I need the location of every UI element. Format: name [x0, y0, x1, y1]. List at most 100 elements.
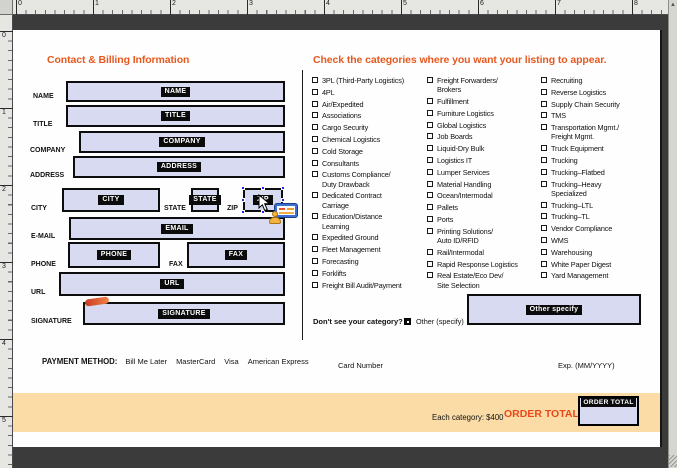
- ruler-left: 0 1 2 3 4 5: [0, 15, 13, 468]
- checkbox-icon[interactable]: [427, 180, 433, 187]
- checkbox-icon[interactable]: [541, 168, 547, 175]
- selection-handle[interactable]: [281, 186, 285, 190]
- other-checkbox[interactable]: [404, 318, 411, 325]
- category-label: Material Handling: [437, 179, 492, 189]
- name-field[interactable]: NAME: [66, 81, 285, 102]
- checkbox-icon[interactable]: [312, 234, 318, 241]
- checkbox-icon[interactable]: [427, 109, 433, 116]
- category-label: Consultants: [322, 158, 359, 168]
- category-item: 4PL: [312, 88, 404, 97]
- category-item: Transportation Mgmt./Freight Mgmt.: [541, 123, 620, 141]
- mouse-cursor-icon: [258, 194, 271, 212]
- checkbox-icon[interactable]: [541, 236, 547, 243]
- checkbox-icon[interactable]: [427, 204, 433, 211]
- checkbox-icon[interactable]: [427, 168, 433, 175]
- category-label: Lumper Services: [437, 167, 490, 177]
- checkbox-icon[interactable]: [312, 88, 318, 95]
- checkbox-icon[interactable]: [427, 121, 433, 128]
- checkbox-icon[interactable]: [312, 192, 318, 199]
- fax-field[interactable]: FAX: [187, 242, 285, 268]
- email-field[interactable]: EMAIL: [69, 217, 285, 240]
- phone-field[interactable]: PHONE: [68, 242, 160, 268]
- checkbox-icon[interactable]: [312, 246, 318, 253]
- checkbox-icon[interactable]: [312, 124, 318, 131]
- city-label: CITY: [31, 205, 47, 212]
- checkbox-icon[interactable]: [312, 100, 318, 107]
- checkbox-icon[interactable]: [312, 257, 318, 264]
- checkbox-icon[interactable]: [312, 171, 318, 178]
- checkbox-icon[interactable]: [541, 248, 547, 255]
- selection-handle[interactable]: [241, 186, 245, 190]
- category-label: Vendor Compliance: [551, 224, 613, 234]
- order-total-field[interactable]: ORDER TOTAL: [578, 396, 639, 426]
- checkbox-icon[interactable]: [312, 159, 318, 166]
- selection-handle[interactable]: [261, 186, 265, 190]
- checkbox-icon[interactable]: [427, 98, 433, 104]
- category-label: Forecasting: [322, 256, 359, 266]
- category-item: Rail/Intermodal: [427, 248, 518, 257]
- selection-handle[interactable]: [241, 198, 245, 202]
- scroll-up-icon[interactable]: ▲: [670, 2, 676, 8]
- selection-handle[interactable]: [261, 210, 265, 214]
- checkbox-icon[interactable]: [312, 135, 318, 142]
- checkbox-icon[interactable]: [541, 124, 547, 131]
- checkbox-icon[interactable]: [541, 201, 547, 208]
- state-field[interactable]: STATE: [189, 188, 221, 212]
- checkbox-icon[interactable]: [541, 180, 547, 187]
- category-label: Chemical Logistics: [322, 134, 381, 144]
- checkbox-icon[interactable]: [427, 77, 433, 83]
- checkbox-icon[interactable]: [312, 147, 318, 154]
- category-label: Transportation Mgmt./Freight Mgmt.: [551, 123, 619, 142]
- vertical-scrollbar[interactable]: ▲: [668, 0, 677, 468]
- category-item: Truck Equipment: [541, 144, 620, 153]
- other-specify-label: Other (specify): [416, 317, 464, 326]
- category-item: Global Logistics: [427, 121, 518, 130]
- checkbox-icon[interactable]: [427, 215, 433, 222]
- checkbox-icon[interactable]: [541, 145, 547, 152]
- selection-handle[interactable]: [281, 198, 285, 202]
- selection-handle[interactable]: [241, 210, 245, 214]
- checkbox-icon[interactable]: [541, 213, 547, 220]
- checkbox-icon[interactable]: [541, 88, 547, 95]
- checkbox-icon[interactable]: [312, 213, 318, 220]
- category-item: TMS: [541, 111, 620, 120]
- checkbox-icon[interactable]: [541, 100, 547, 107]
- checkbox-icon[interactable]: [427, 272, 433, 279]
- checkbox-icon[interactable]: [541, 77, 547, 83]
- signature-field-tag: SIGNATURE: [158, 308, 210, 319]
- checkbox-icon[interactable]: [541, 272, 547, 279]
- name-field-tag: NAME: [160, 86, 191, 97]
- checkbox-icon[interactable]: [312, 281, 318, 288]
- checkbox-icon[interactable]: [427, 227, 433, 234]
- category-label: Fleet Management: [322, 245, 381, 255]
- city-field[interactable]: CITY: [62, 188, 160, 212]
- resize-grip-icon[interactable]: [669, 455, 677, 467]
- other-specify-field[interactable]: Other specify: [467, 294, 641, 325]
- checkbox-icon[interactable]: [312, 269, 318, 276]
- checkbox-icon[interactable]: [312, 77, 318, 83]
- fax-label: FAX: [169, 261, 183, 268]
- category-label: Furniture Logistics: [437, 108, 494, 118]
- checkbox-icon[interactable]: [312, 112, 318, 119]
- category-label: Supply Chain Security: [551, 99, 620, 109]
- category-item: Job Boards: [427, 132, 518, 141]
- ruler-number: 1: [93, 0, 99, 15]
- title-field[interactable]: TITLE: [66, 105, 285, 127]
- signature-field[interactable]: SIGNATURE: [83, 302, 285, 325]
- address-field[interactable]: ADDRESS: [73, 156, 285, 178]
- checkbox-icon[interactable]: [427, 145, 433, 152]
- contact-heading: Contact & Billing Information: [47, 54, 190, 66]
- checkbox-icon[interactable]: [427, 192, 433, 199]
- checkbox-icon[interactable]: [427, 260, 433, 267]
- company-field[interactable]: COMPANY: [79, 131, 285, 153]
- checkbox-icon[interactable]: [541, 225, 547, 232]
- url-field[interactable]: URL: [59, 272, 285, 296]
- checkbox-icon[interactable]: [541, 112, 547, 119]
- checkbox-icon[interactable]: [541, 156, 547, 163]
- checkbox-icon[interactable]: [427, 248, 433, 255]
- checkbox-icon[interactable]: [427, 156, 433, 163]
- checkbox-icon[interactable]: [541, 260, 547, 267]
- checkbox-icon[interactable]: [427, 133, 433, 140]
- order-total-band: Each category: $400 ORDER TOTAL: $ ORDER…: [13, 393, 660, 432]
- ruler-number: 0: [0, 31, 13, 39]
